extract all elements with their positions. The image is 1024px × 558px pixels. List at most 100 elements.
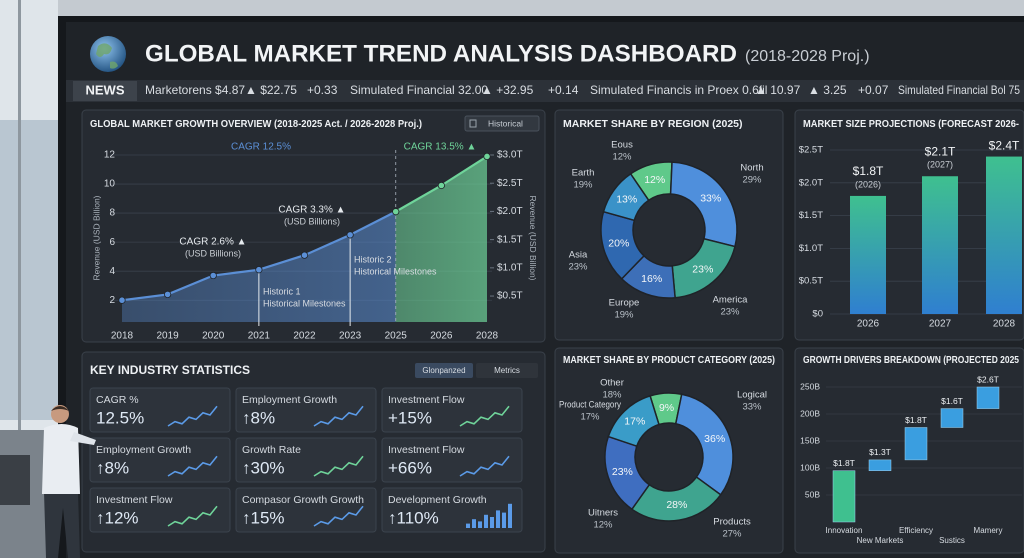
outer-label: 23%	[720, 307, 740, 318]
ticker-item: ▲ +32.95	[481, 83, 534, 97]
sparkline	[313, 455, 364, 477]
sparkbar	[484, 514, 488, 528]
value-label: $1.8T	[853, 164, 884, 178]
waterfall-bar	[832, 470, 856, 523]
ticker-label-box	[73, 81, 137, 101]
outer-label: 27%	[722, 529, 742, 540]
y2-tick-label: $1.0T	[497, 262, 523, 273]
waterfall-bar	[940, 408, 964, 428]
sparkbar	[502, 512, 506, 528]
category-label: Product Category	[559, 400, 621, 411]
donut-segment	[602, 172, 650, 222]
tab-active[interactable]	[415, 363, 473, 378]
annotation: (USD Billions)	[284, 216, 340, 226]
sparkline	[313, 405, 364, 427]
y-tick-label: $1.0T	[799, 243, 823, 254]
toggle-icon	[469, 119, 477, 128]
segment-label: 23%	[612, 466, 633, 478]
stat-label: Employment Growth	[96, 444, 191, 456]
ticker-item: +0.33	[307, 83, 338, 97]
point	[164, 290, 172, 299]
category-label: Products	[713, 517, 751, 528]
window-frame	[18, 0, 21, 558]
ticker-item: Marketorens $4.87	[145, 83, 245, 97]
x-tick-label: Efficiency	[899, 526, 933, 535]
stat-value: ↑8%	[242, 408, 275, 427]
tab[interactable]	[476, 363, 538, 378]
stat-tile	[89, 437, 231, 483]
outer-label: 19%	[573, 180, 593, 191]
outer-label: 12%	[593, 520, 613, 531]
donut-segment	[674, 393, 734, 496]
outer-label: 33%	[742, 402, 762, 413]
value-sublabel: (2027)	[927, 160, 953, 170]
category-label: Eous	[611, 140, 633, 151]
value-label: $2.1T	[925, 144, 956, 158]
sparkbar	[478, 521, 482, 528]
y-tick-label: 50B	[805, 489, 820, 499]
x-tick-label: 2026	[430, 331, 453, 342]
annotation: CAGR 2.6% ▲	[179, 237, 246, 248]
point	[209, 271, 217, 280]
outer-label: 18%	[602, 390, 622, 401]
point	[300, 251, 309, 259]
panel-title: GLOBAL MARKET GROWTH OVERVIEW (2018-2025…	[90, 118, 422, 130]
bar-annotation: $1.8T	[833, 458, 855, 468]
donut-segment	[607, 394, 660, 448]
y2-axis-title: Revenue (USD Billion)	[528, 195, 538, 280]
stats-title: KEY INDUSTRY STATISTICS	[90, 363, 250, 377]
stat-value: ↑8%	[96, 458, 129, 477]
stat-label: Development Growth	[388, 494, 487, 506]
category-label: Other	[600, 378, 624, 389]
panel-product	[554, 347, 784, 554]
presenter-arm	[70, 432, 96, 445]
dashboard-subtitle: (2018-2028 Proj.)	[745, 48, 870, 65]
toggle-button[interactable]	[464, 115, 540, 132]
stat-tile	[235, 487, 377, 533]
x-tick-label: 2026	[857, 319, 880, 330]
stat-label: Growth Rate	[242, 444, 301, 456]
presenter-hair	[51, 406, 69, 411]
outer-label: 29%	[742, 175, 762, 186]
stat-value: ↑12%	[96, 508, 139, 527]
donut-segment	[669, 161, 738, 248]
value-label: $2.4T	[989, 139, 1020, 153]
stat-tile	[381, 437, 523, 483]
category-label: Earth	[572, 168, 595, 179]
sparkbar	[508, 503, 512, 528]
annotation: Historical Milestones	[354, 266, 437, 276]
bar	[922, 176, 958, 314]
y-tick-label: $2.5T	[799, 145, 823, 156]
segment-label: 13%	[616, 193, 637, 205]
ticker-bar	[66, 80, 1024, 102]
y-tick-label: 100B	[800, 462, 820, 472]
window-view	[0, 120, 58, 420]
sparkbar	[472, 519, 476, 528]
segment-label: 36%	[704, 433, 725, 445]
sparkbar	[466, 523, 470, 528]
tab-label[interactable]: Glonpanzed	[422, 366, 465, 375]
ticker-item: ▲ $22.75	[245, 83, 297, 97]
ticker-item: Simulated Financis in Proex 0.6fil	[590, 83, 767, 97]
annotation: CAGR 3.3% ▲	[278, 205, 345, 216]
stat-tile	[89, 387, 231, 433]
y-tick-label: 12	[104, 150, 116, 161]
tab-label[interactable]: Metrics	[494, 366, 520, 375]
point	[255, 266, 263, 274]
x-tick-label: New Markets	[857, 536, 904, 545]
y-tick-label: 2	[109, 295, 115, 306]
stat-value: +66%	[388, 458, 432, 477]
y-tick-label: $0	[812, 309, 823, 320]
toggle-label[interactable]: Historical	[488, 118, 523, 128]
area-fill	[122, 156, 487, 322]
y-tick-label: $2.0T	[799, 177, 823, 188]
globe-land	[96, 43, 118, 69]
outer-label: 17%	[580, 412, 600, 423]
sparkline	[167, 455, 218, 477]
charts: Marketorens $4.87 ▲ $22.75 +0.33 Simulated …	[89, 83, 1022, 545]
stat-label: Employment Growth	[242, 394, 337, 406]
presenter-legs	[44, 492, 80, 558]
y-tick-label: $0.5T	[799, 276, 823, 287]
presenter	[42, 405, 96, 558]
sparkbar	[496, 510, 500, 528]
